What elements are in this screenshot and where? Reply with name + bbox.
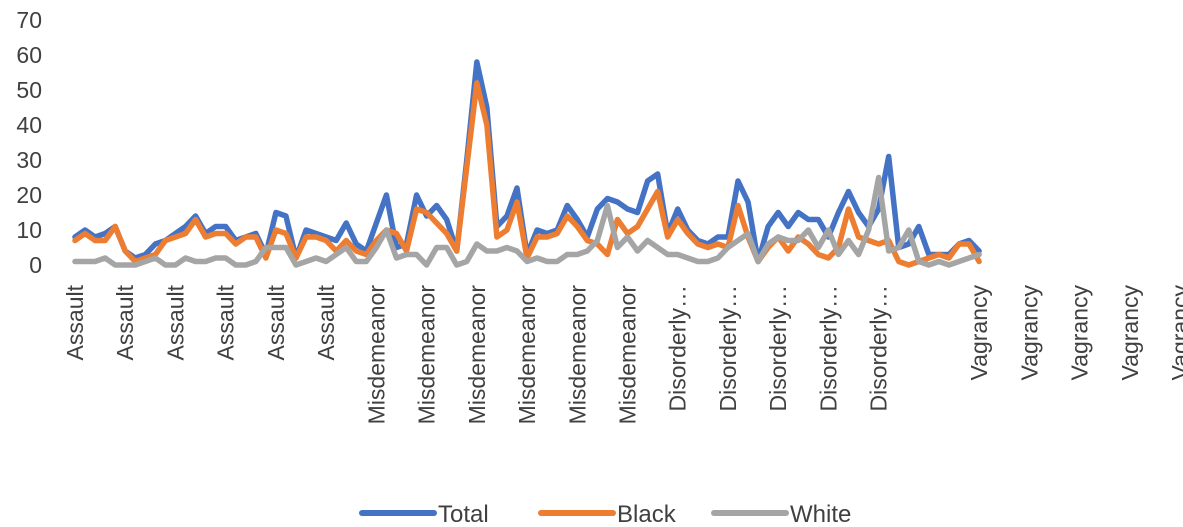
x-tick-label: Vagrancy — [966, 285, 992, 381]
x-tick-label: Disorderly… — [815, 285, 841, 412]
x-tick-label: Assault — [313, 284, 339, 360]
x-tick-label: Misdemeanor — [514, 285, 540, 425]
y-tick-label: 0 — [29, 252, 42, 278]
x-tick-label: Misdemeanor — [564, 285, 590, 425]
y-tick-label: 40 — [16, 112, 42, 138]
x-tick-label: Vagrancy — [1117, 285, 1143, 381]
y-tick-label: 50 — [16, 77, 42, 103]
x-tick-label: Vagrancy — [1167, 285, 1183, 381]
y-tick-label: 20 — [16, 182, 42, 208]
x-tick-label: Disorderly… — [665, 285, 691, 412]
x-tick-label: Vagrancy — [1067, 285, 1093, 381]
y-tick-label: 10 — [16, 217, 42, 243]
x-tick-label: Assault — [162, 284, 188, 360]
x-tick-label: Vagrancy — [1016, 285, 1042, 381]
series-lines — [72, 59, 982, 268]
x-tick-label: Disorderly… — [866, 285, 892, 412]
x-tick-label: Misdemeanor — [464, 285, 490, 425]
legend-label-white: White — [790, 501, 851, 527]
y-axis: 0 10 20 30 40 50 60 70 — [16, 7, 42, 278]
legend-label-total: Total — [438, 501, 489, 527]
y-tick-label: 30 — [16, 147, 42, 173]
x-tick-label: Misdemeanor — [615, 285, 641, 425]
x-tick-label: Disorderly… — [715, 285, 741, 412]
x-axis: Assault Assault Assault Assault Assault Assau… — [62, 284, 1183, 424]
x-tick-label: Assault — [213, 284, 239, 360]
legend: Total Black White — [359, 501, 851, 527]
x-tick-label: Assault — [112, 284, 138, 360]
legend-label-black: Black — [617, 501, 677, 527]
x-tick-label: Misdemeanor — [363, 285, 389, 425]
x-tick-label: Assault — [62, 284, 88, 360]
x-tick-label: Misdemeanor — [414, 285, 440, 425]
series-line-white — [72, 174, 982, 268]
y-tick-label: 70 — [16, 7, 42, 33]
x-tick-label: Disorderly… — [765, 285, 791, 412]
y-tick-label: 60 — [16, 42, 42, 68]
x-tick-label: Assault — [263, 284, 289, 360]
